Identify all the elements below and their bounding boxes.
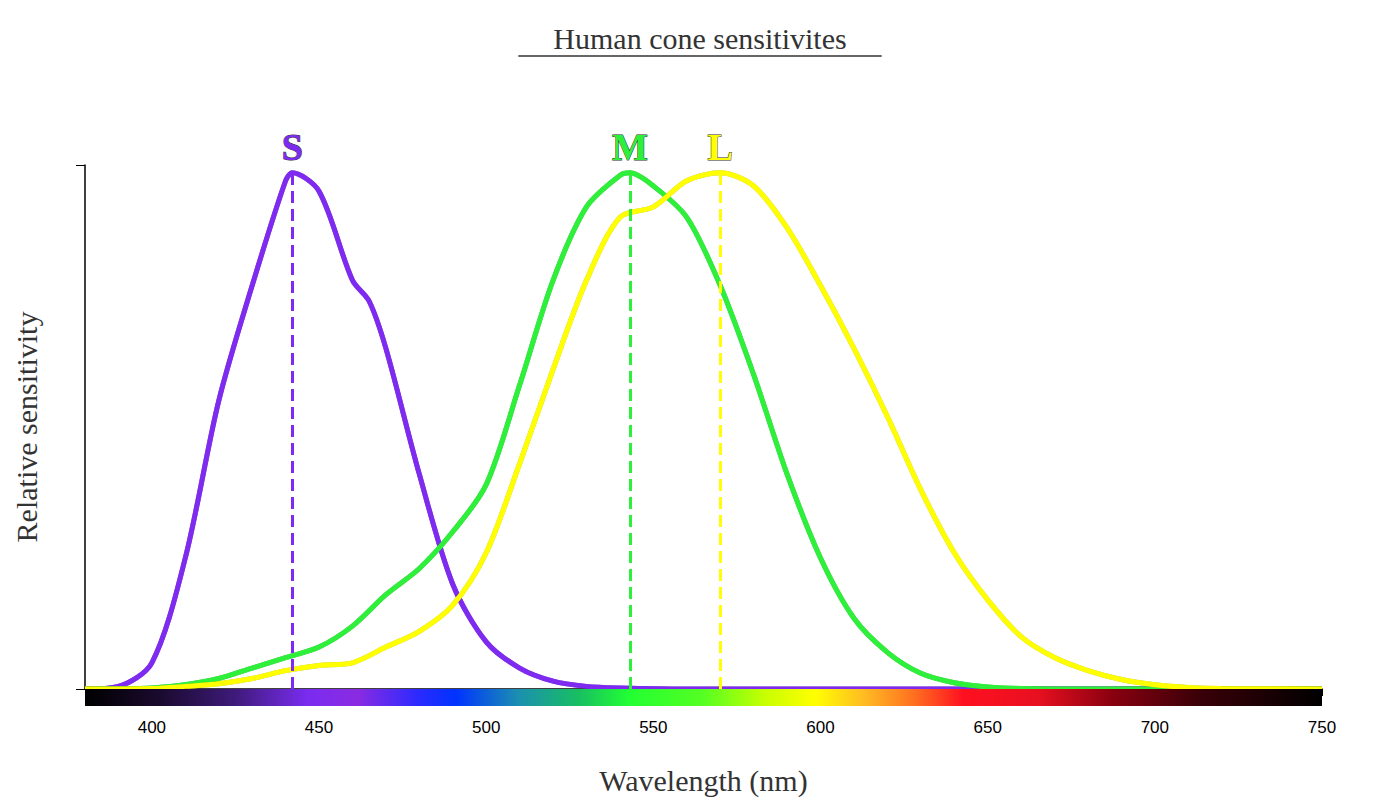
svg-text:650: 650 [973, 718, 1001, 737]
svg-text:400: 400 [138, 718, 166, 737]
svg-text:M: M [612, 126, 648, 168]
svg-text:700: 700 [1141, 718, 1169, 737]
svg-text:L: L [708, 126, 733, 168]
svg-text:Human cone sensitivites: Human cone sensitivites [553, 22, 846, 55]
svg-text:600: 600 [806, 718, 834, 737]
svg-text:S: S [282, 126, 303, 168]
svg-text:450: 450 [305, 718, 333, 737]
svg-text:Relative sensitivity: Relative sensitivity [10, 312, 43, 543]
svg-text:Wavelength (nm): Wavelength (nm) [599, 764, 807, 798]
svg-text:500: 500 [472, 718, 500, 737]
svg-text:550: 550 [639, 718, 667, 737]
svg-text:750: 750 [1308, 718, 1336, 737]
